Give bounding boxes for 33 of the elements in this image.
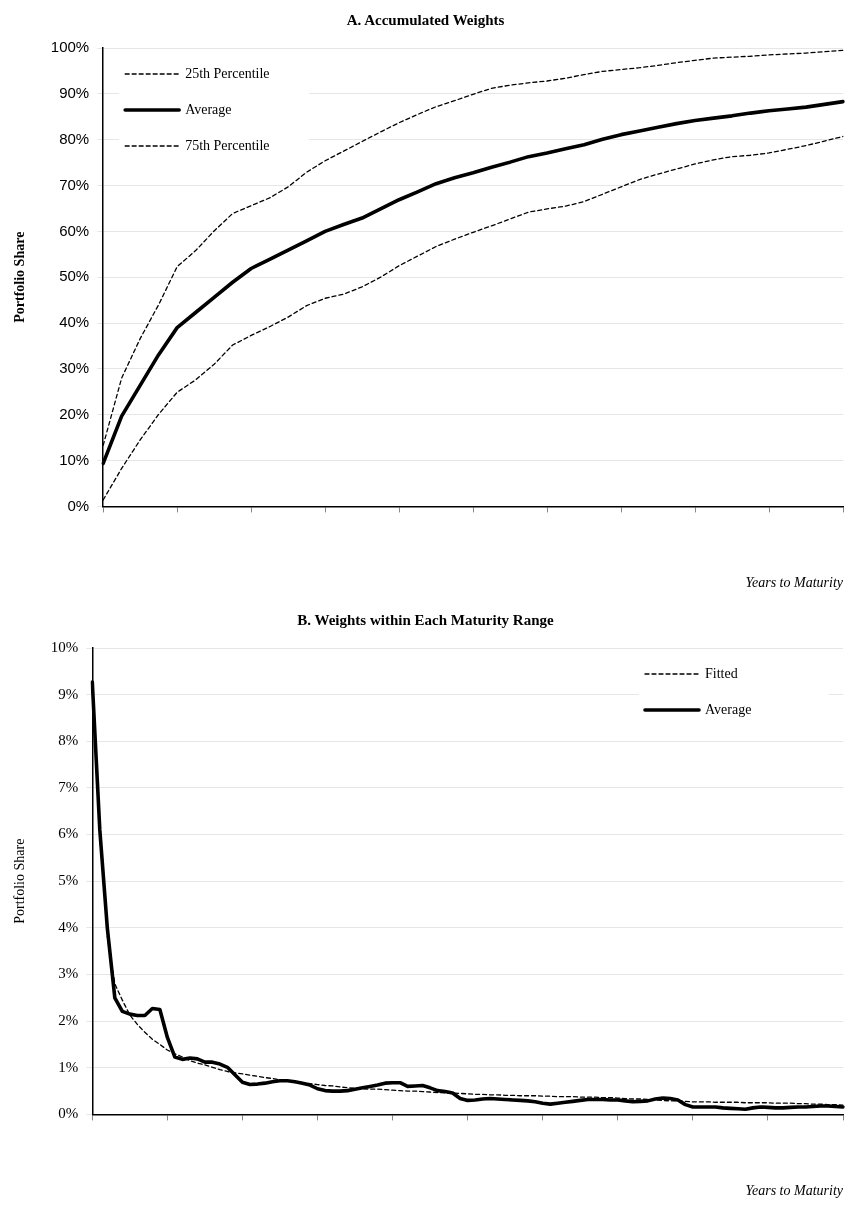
y-tick-label: 60%	[59, 221, 90, 239]
y-tick-label: 5%	[58, 872, 79, 889]
legend-label: 75th Percentile	[185, 137, 270, 153]
y-tick-label: 8%	[58, 732, 79, 749]
legend-label: 25th Percentile	[185, 65, 270, 81]
chart-title: B. Weights within Each Maturity Range	[297, 611, 555, 628]
y-axis-title: Portfolio Share	[12, 838, 28, 924]
x-axis-title: Years to Maturity	[745, 575, 844, 591]
y-tick-label: 20%	[59, 404, 90, 422]
x-axis-title: Years to Maturity	[745, 1183, 844, 1199]
y-tick-label: 30%	[59, 359, 90, 377]
y-tick-label: 0%	[58, 1105, 79, 1122]
y-axis-title: Portfolio Share	[12, 231, 28, 323]
y-tick-label: 4%	[58, 918, 79, 935]
y-tick-label: 70%	[59, 175, 90, 193]
y-tick-label: 2%	[58, 1012, 79, 1029]
y-tick-label: 7%	[58, 778, 79, 795]
legend-label: Average	[705, 701, 752, 717]
y-tick-label: 50%	[59, 267, 90, 285]
y-tick-label: 9%	[58, 685, 79, 702]
y-tick-label: 0%	[67, 496, 90, 514]
y-tick-label: 3%	[58, 965, 79, 982]
y-tick-label: 100%	[50, 38, 90, 56]
y-tick-label: 80%	[59, 129, 90, 147]
y-tick-label: 90%	[59, 83, 90, 101]
y-tick-label: 10%	[50, 638, 79, 655]
chart-title: A. Accumulated Weights	[346, 11, 505, 28]
legend-label: Average	[185, 101, 232, 117]
y-tick-label: 6%	[58, 825, 79, 842]
y-tick-label: 10%	[59, 450, 90, 468]
y-tick-label: 1%	[58, 1058, 79, 1075]
legend-label: Fitted	[705, 665, 738, 681]
y-tick-label: 40%	[59, 313, 90, 331]
